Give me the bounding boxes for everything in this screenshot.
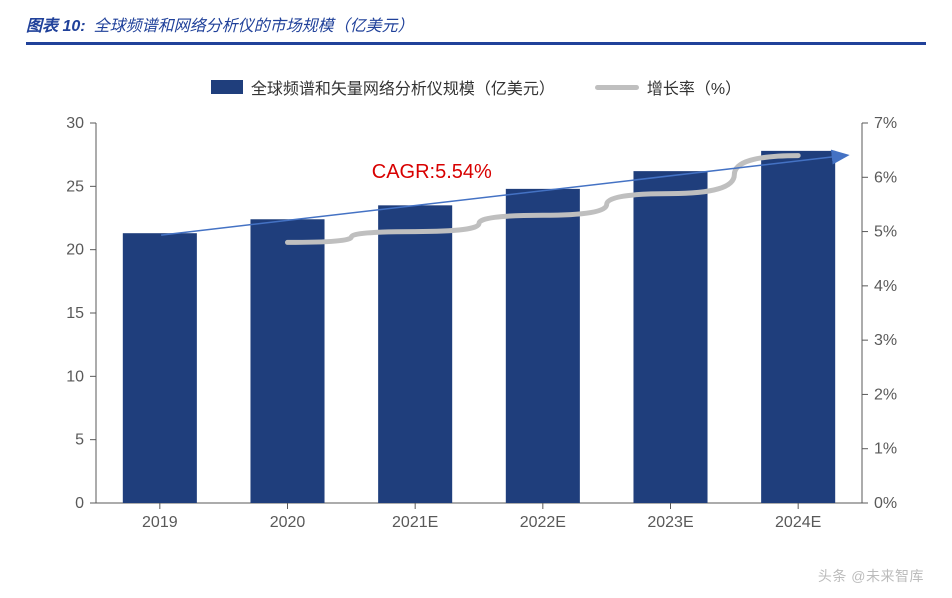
watermark-text: 头条 @未来智库 [818, 566, 924, 586]
bar [761, 151, 835, 503]
y-right-tick-label: 6% [874, 169, 897, 186]
line-swatch-icon [595, 85, 639, 90]
x-tick-label: 2021E [392, 514, 438, 531]
figure-title-row: 图表 10: 全球频谱和网络分析仪的市场规模（亿美元） [18, 12, 934, 42]
y-right-tick-label: 0% [874, 495, 897, 512]
x-tick-label: 2019 [142, 514, 178, 531]
legend-line-label: 增长率（%） [647, 75, 741, 99]
bar [506, 189, 580, 503]
bar [633, 171, 707, 503]
figure-title-text: 全球频谱和网络分析仪的市场规模（亿美元） [94, 12, 414, 36]
y-right-tick-label: 2% [874, 386, 897, 403]
bar [123, 233, 197, 503]
x-tick-label: 2023E [647, 514, 693, 531]
title-rule [26, 42, 926, 45]
figure-title-prefix: 图表 10: [26, 12, 86, 36]
y-right-tick-label: 5% [874, 224, 897, 241]
cagr-arrow [161, 155, 847, 235]
legend: 全球频谱和矢量网络分析仪规模（亿美元） 增长率（%） [18, 75, 934, 99]
bar [250, 219, 324, 503]
legend-item-bar: 全球频谱和矢量网络分析仪规模（亿美元） [211, 75, 555, 99]
plot-area: 0 5 10 15 20 25 30 0% 1% 2% 3% 4% 5% 6% 7% 2019 2020 2021… [26, 113, 926, 543]
cagr-annotation: CAGR:5.54% [372, 161, 492, 184]
y-left-tick-label: 0 [75, 495, 84, 512]
y-left-tick-label: 25 [66, 178, 84, 195]
x-tick-label: 2024E [775, 514, 821, 531]
bar [378, 205, 452, 503]
figure-container: 图表 10: 全球频谱和网络分析仪的市场规模（亿美元） 全球频谱和矢量网络分析仪… [0, 0, 952, 598]
x-tick-label: 2022E [520, 514, 566, 531]
legend-bar-label: 全球频谱和矢量网络分析仪规模（亿美元） [251, 75, 555, 99]
y-right-tick-label: 7% [874, 115, 897, 132]
x-tick-label: 2020 [270, 514, 306, 531]
y-right-tick-label: 4% [874, 278, 897, 295]
y-left-tick-label: 15 [66, 305, 84, 322]
y-left-tick-label: 30 [66, 115, 84, 132]
y-right-tick-label: 1% [874, 441, 897, 458]
y-left-tick-label: 10 [66, 368, 84, 385]
y-left-tick-label: 5 [75, 432, 84, 449]
y-left-tick-label: 20 [66, 242, 84, 259]
legend-item-line: 增长率（%） [595, 75, 741, 99]
y-right-tick-label: 3% [874, 332, 897, 349]
bar-swatch-icon [211, 80, 243, 94]
